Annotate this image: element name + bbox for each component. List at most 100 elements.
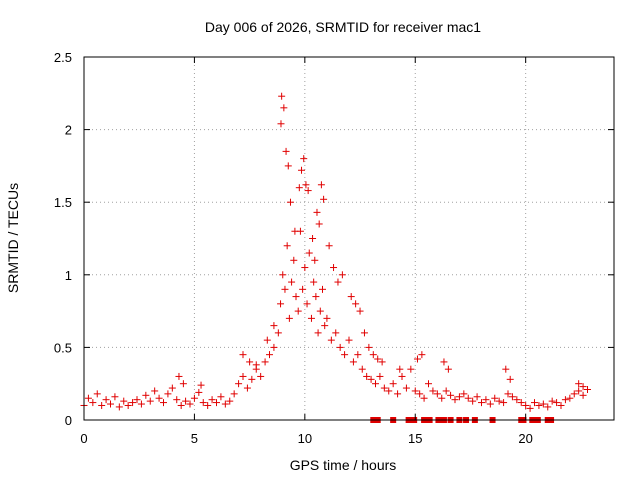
data-point-63: [316, 307, 324, 315]
data-point-11: [129, 399, 137, 407]
plot-border: [83, 56, 615, 421]
data-point-57: [303, 300, 311, 308]
data-point-74: [358, 365, 366, 373]
data-point-106: [500, 399, 508, 407]
data-point-40: [257, 372, 265, 380]
data-point-129: [282, 147, 290, 155]
data-point-98: [464, 394, 472, 402]
data-point-108: [508, 393, 516, 401]
plot-frame: [83, 56, 615, 421]
data-point-170: [197, 381, 205, 389]
data-point-149: [352, 300, 360, 308]
data-point-55: [299, 285, 307, 293]
data-point-78: [376, 372, 384, 380]
data-point-25: [190, 394, 198, 402]
data-point-99: [469, 397, 477, 405]
data-point-3: [93, 390, 101, 398]
data-point-138: [320, 195, 328, 203]
data-point-119: [557, 401, 565, 409]
data-point-80: [385, 387, 393, 395]
data-point-49: [285, 314, 293, 322]
data-point-29: [208, 396, 216, 404]
data-point-47: [281, 285, 289, 293]
data-point-137: [317, 181, 325, 189]
data-point-155: [270, 322, 278, 330]
data-point-171: [575, 380, 583, 388]
data-point-52: [292, 293, 300, 301]
data-point-126: [278, 92, 286, 100]
data-point-113: [531, 399, 538, 407]
data-point-88: [420, 394, 428, 402]
data-point-18: [160, 399, 167, 407]
data-point-53: [294, 307, 302, 315]
data-point-116: [544, 403, 552, 411]
data-point-86: [411, 387, 419, 395]
data-point-141: [295, 184, 303, 192]
data-point-15: [146, 397, 154, 405]
data-point-17: [155, 394, 163, 402]
data-point-162: [413, 355, 421, 363]
data-point-1: [84, 394, 92, 402]
data-point-92: [438, 394, 446, 402]
data-point-144: [325, 242, 333, 250]
data-point-172: [579, 383, 587, 391]
data-point-101: [478, 399, 485, 407]
data-point-23: [182, 397, 190, 405]
data-point-61: [312, 293, 320, 301]
data-point-44: [274, 329, 282, 337]
data-point-154: [263, 336, 271, 344]
data-point-82: [394, 390, 402, 398]
x-tick-label-2: 10: [298, 431, 312, 446]
data-point-32: [221, 400, 229, 408]
data-point-167: [506, 375, 514, 383]
data-point-148: [347, 293, 355, 301]
data-point-5: [102, 396, 110, 404]
data-point-43: [270, 343, 278, 351]
data-point-41: [261, 358, 269, 366]
data-point-12: [133, 396, 141, 404]
data-point-21: [173, 396, 181, 404]
data-point-90: [429, 387, 437, 395]
data-point-132: [300, 155, 308, 163]
data-point-45: [277, 300, 285, 308]
data-point-118: [553, 399, 561, 407]
data-point-7: [111, 393, 119, 401]
data-point-117: [548, 397, 556, 405]
data-point-27: [199, 399, 207, 407]
data-point-100: [473, 393, 481, 401]
data-point-122: [570, 390, 578, 398]
data-point-163: [418, 351, 426, 359]
data-point-111: [522, 401, 530, 409]
data-point-91: [433, 390, 441, 398]
data-point-4: [98, 401, 106, 409]
y-tick-label-5: 2.5: [54, 50, 72, 65]
data-point-8: [115, 403, 123, 411]
data-point-94: [447, 391, 455, 399]
data-point-20: [168, 384, 176, 392]
data-point-143: [311, 256, 319, 264]
data-point-66: [323, 314, 331, 322]
data-point-48: [283, 242, 291, 250]
data-point-64: [319, 285, 326, 293]
data-point-157: [365, 343, 373, 351]
data-point-151: [239, 351, 247, 359]
data-point-107: [504, 390, 512, 398]
data-point-33: [226, 397, 234, 405]
data-point-28: [204, 401, 212, 409]
data-point-120: [561, 396, 569, 404]
data-point-114: [535, 401, 543, 409]
grid-lines: [84, 57, 614, 420]
data-point-59: [307, 314, 315, 322]
data-point-38: [248, 375, 256, 383]
data-point-36: [239, 372, 247, 380]
data-point-62: [314, 329, 322, 337]
x-axis-label: GPS time / hours: [290, 457, 397, 473]
data-point-160: [378, 358, 386, 366]
data-point-72: [349, 358, 357, 366]
data-point-104: [491, 394, 499, 402]
data-point-16: [151, 387, 159, 395]
x-tick-label-0: 0: [80, 431, 87, 446]
data-point-165: [444, 365, 452, 373]
